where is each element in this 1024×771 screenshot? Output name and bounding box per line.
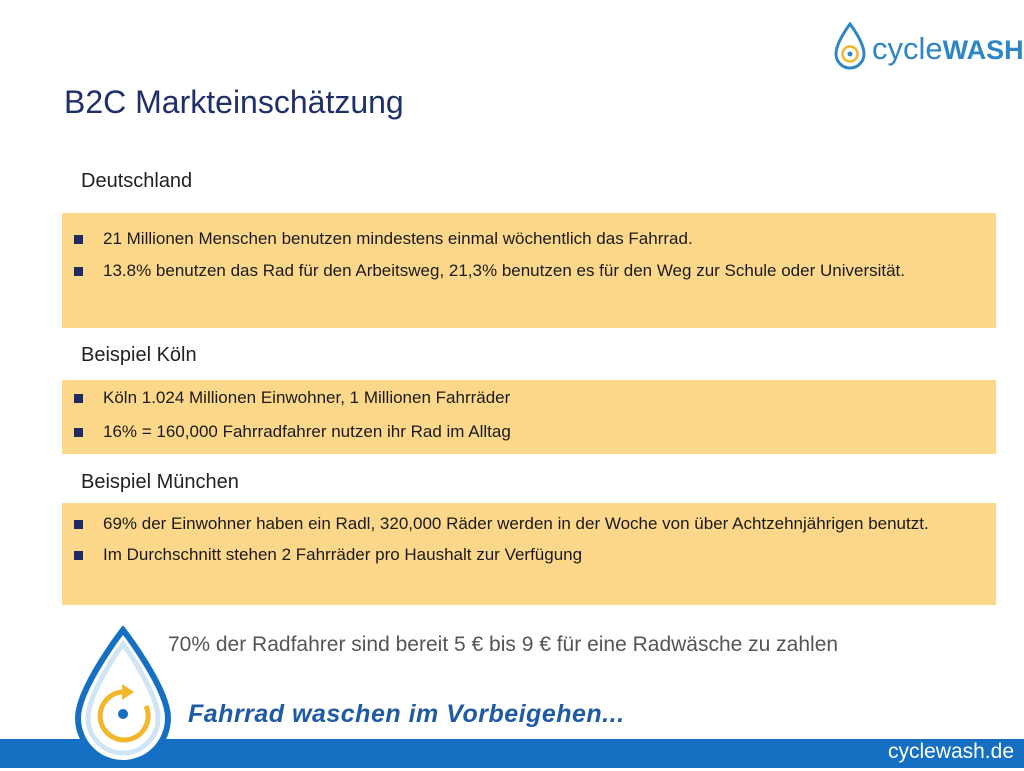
info-box-deutschland: 21 Millionen Menschen benutzen mindesten…	[62, 213, 996, 328]
info-box-koeln: Köln 1.024 Millionen Einwohner, 1 Millio…	[62, 380, 996, 454]
info-box-muenchen: 69% der Einwohner haben ein Radl, 320,00…	[62, 503, 996, 605]
large-water-drop-icon	[62, 625, 184, 771]
bullet-item: 16% = 160,000 Fahrradfahrer nutzen ihr R…	[62, 421, 996, 443]
bullet-item: Im Durchschnitt stehen 2 Fahrräder pro H…	[62, 544, 996, 566]
section-heading-muenchen: Beispiel München	[81, 471, 239, 493]
footer-url: cyclewash.de	[887, 740, 1014, 763]
bullet-item: 21 Millionen Menschen benutzen mindesten…	[62, 228, 996, 250]
bullet-item: Köln 1.024 Millionen Einwohner, 1 Millio…	[62, 387, 996, 409]
bullet-item: 13.8% benutzen das Rad für den Arbeitswe…	[62, 260, 996, 282]
cyclewash-logo: cycleWASH	[832, 22, 1024, 74]
bullet-item: 69% der Einwohner haben ein Radl, 320,00…	[62, 513, 996, 535]
water-drop-logo-icon	[834, 22, 866, 70]
page-title: B2C Markteinschätzung	[64, 84, 404, 120]
footer-bar: cyclewash.de	[0, 739, 1024, 768]
logo-text-wash: WASH	[942, 35, 1024, 65]
section-heading-deutschland: Deutschland	[81, 170, 193, 192]
section-heading-koeln: Beispiel Köln	[81, 344, 197, 366]
slogan: Fahrrad waschen im Vorbeigehen...	[188, 700, 625, 728]
tagline: 70% der Radfahrer sind bereit 5 € bis 9 …	[168, 633, 839, 656]
logo-text-cycle: cycle	[872, 31, 943, 66]
